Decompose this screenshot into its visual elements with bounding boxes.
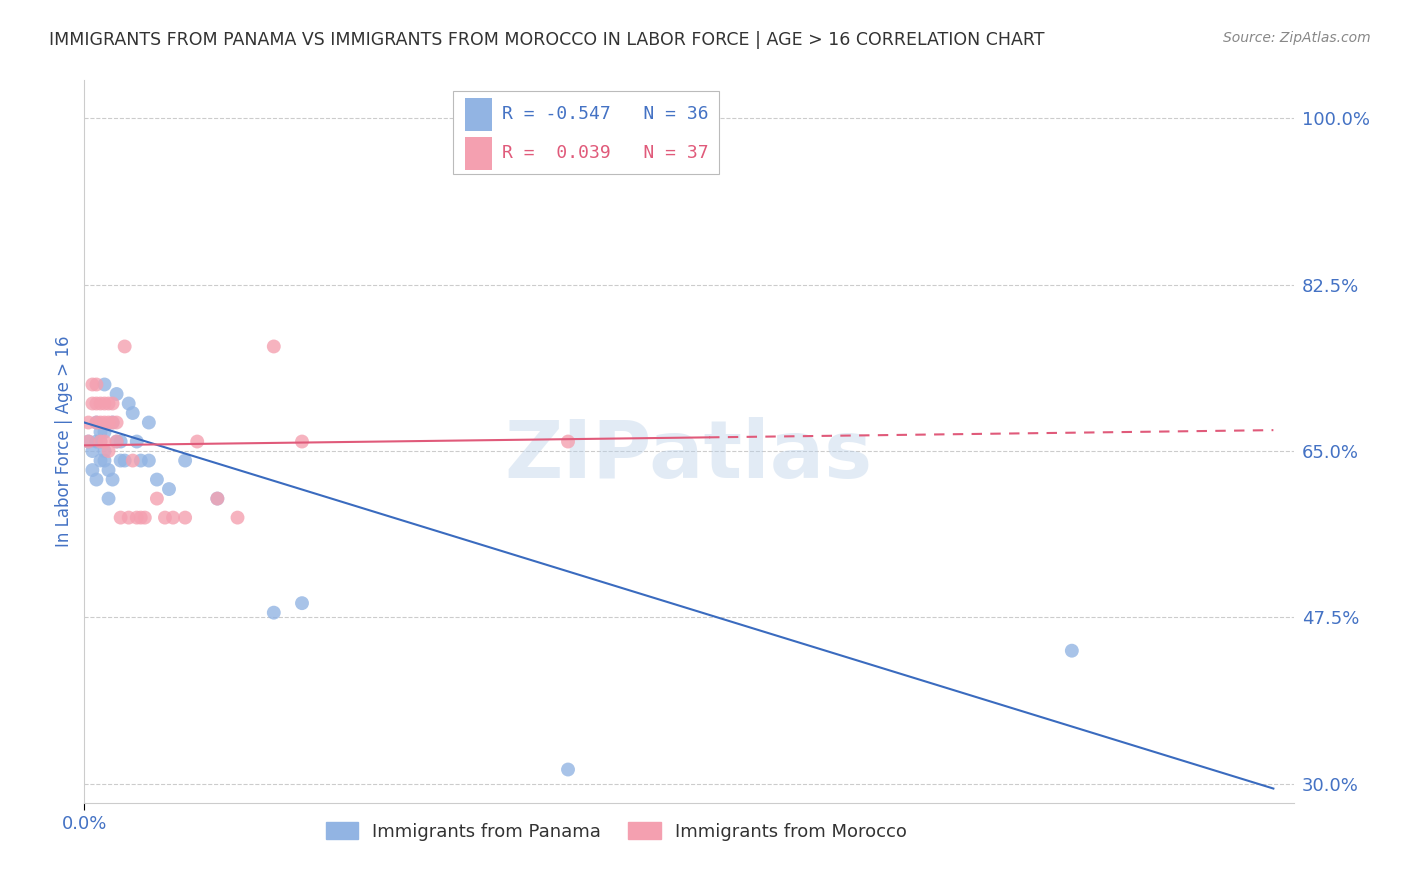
FancyBboxPatch shape [465, 98, 492, 130]
Point [93, 377, 115, 392]
Text: Source: ZipAtlas.com: Source: ZipAtlas.com [1223, 31, 1371, 45]
Point [263, 606, 285, 620]
Point [86, 473, 108, 487]
Legend: Immigrants from Panama, Immigrants from Morocco: Immigrants from Panama, Immigrants from … [318, 815, 914, 848]
Point [89, 434, 111, 449]
Point [114, 339, 136, 353]
Point [97, 416, 120, 430]
Point [557, 434, 579, 449]
Point [89, 453, 111, 467]
Point [77, 434, 100, 449]
Point [153, 510, 176, 524]
Point [291, 596, 314, 610]
Point [77, 434, 100, 449]
Point [97, 491, 120, 506]
Point [162, 510, 184, 524]
Point [146, 473, 169, 487]
Point [121, 453, 143, 467]
Y-axis label: In Labor Force | Age > 16: In Labor Force | Age > 16 [55, 335, 73, 548]
Point [89, 434, 111, 449]
Point [291, 434, 314, 449]
Point [93, 434, 115, 449]
Point [93, 396, 115, 410]
Point [82, 444, 104, 458]
Point [134, 510, 156, 524]
Point [105, 387, 128, 401]
Point [93, 444, 115, 458]
Point [121, 406, 143, 420]
Point [101, 396, 124, 410]
Point [105, 434, 128, 449]
Point [97, 444, 120, 458]
Point [86, 416, 108, 430]
Point [118, 396, 141, 410]
Point [86, 377, 108, 392]
Point [82, 377, 104, 392]
Point [86, 396, 108, 410]
Point [129, 510, 152, 524]
Point [105, 434, 128, 449]
FancyBboxPatch shape [453, 91, 720, 174]
Point [125, 510, 148, 524]
Point [110, 510, 132, 524]
Text: ZIPatlas: ZIPatlas [505, 417, 873, 495]
Point [82, 396, 104, 410]
Point [174, 510, 197, 524]
Point [105, 416, 128, 430]
Point [226, 510, 249, 524]
Point [82, 463, 104, 477]
Point [186, 434, 208, 449]
Point [174, 453, 197, 467]
Text: R = -0.547   N = 36: R = -0.547 N = 36 [502, 105, 709, 123]
Point [138, 453, 160, 467]
Point [97, 396, 120, 410]
Point [129, 453, 152, 467]
Point [557, 763, 579, 777]
Point [77, 416, 100, 430]
Point [114, 453, 136, 467]
Point [1060, 643, 1083, 657]
Text: IMMIGRANTS FROM PANAMA VS IMMIGRANTS FROM MOROCCO IN LABOR FORCE | AGE > 16 CORR: IMMIGRANTS FROM PANAMA VS IMMIGRANTS FRO… [49, 31, 1045, 49]
FancyBboxPatch shape [465, 137, 492, 169]
Point [118, 510, 141, 524]
Point [89, 416, 111, 430]
Point [93, 416, 115, 430]
Point [125, 434, 148, 449]
Point [89, 425, 111, 439]
Point [146, 491, 169, 506]
Point [86, 434, 108, 449]
Point [110, 434, 132, 449]
Point [93, 453, 115, 467]
Point [101, 416, 124, 430]
Point [157, 482, 180, 496]
Point [207, 491, 229, 506]
Point [110, 453, 132, 467]
Point [138, 416, 160, 430]
Point [207, 491, 229, 506]
Point [263, 339, 285, 353]
Point [93, 425, 115, 439]
Point [97, 463, 120, 477]
Point [86, 416, 108, 430]
Point [89, 396, 111, 410]
Text: R =  0.039   N = 37: R = 0.039 N = 37 [502, 145, 709, 162]
Point [101, 473, 124, 487]
Point [101, 416, 124, 430]
